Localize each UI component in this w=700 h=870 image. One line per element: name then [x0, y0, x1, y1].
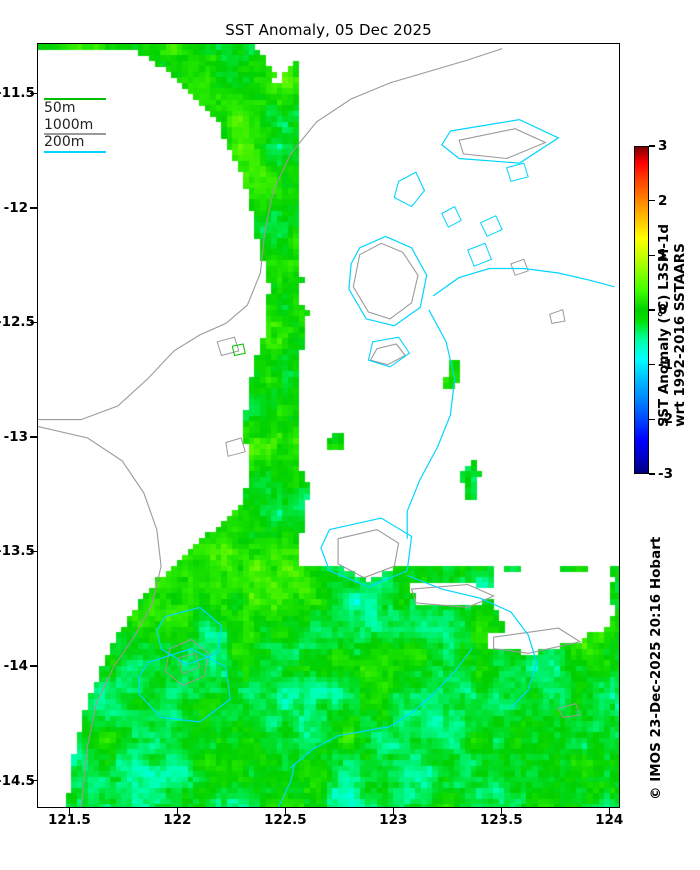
- colorbar-tick-label: -1: [658, 356, 673, 373]
- colorbar-gradient: [635, 147, 648, 473]
- colorbar-tick-label: 1: [658, 247, 668, 264]
- legend-line-1000m: [44, 133, 106, 135]
- legend-line-50m: [44, 98, 106, 100]
- colorbar-tick: [649, 473, 655, 475]
- legend-label-200m: 200m: [44, 134, 85, 150]
- y-tick-label: -14.5: [0, 772, 35, 789]
- y-tick: [30, 207, 37, 209]
- x-tick-label: 124: [595, 812, 624, 828]
- map-plot-area[interactable]: [37, 43, 620, 808]
- y-tick: [30, 779, 37, 782]
- y-tick-label: -12.5: [0, 314, 35, 331]
- colorbar-tick-label: -3: [658, 466, 673, 482]
- legend-line-200m: [44, 151, 106, 153]
- legend-label-1000m: 1000m: [44, 117, 94, 133]
- x-tick: [608, 808, 610, 815]
- x-tick: [68, 808, 71, 815]
- y-tick-label: -13.5: [0, 543, 35, 560]
- colorbar-tick: [649, 309, 655, 311]
- legend-label-50m: 50m: [44, 100, 76, 116]
- colorbar-tick-label: 0: [658, 302, 668, 318]
- x-tick-label: 123.5: [479, 812, 523, 828]
- y-tick-label: -11.5: [0, 85, 35, 102]
- x-tick: [284, 808, 286, 815]
- colorbar-label-line2: wrt 1992-2016 SSTAARS: [672, 243, 688, 427]
- sst-anomaly-raster: [38, 44, 619, 807]
- y-tick: [30, 665, 37, 667]
- legend-item-50m: 50m: [44, 98, 130, 117]
- y-tick-label: -12: [3, 199, 28, 216]
- legend-item-1000m: 1000m: [44, 117, 130, 134]
- y-tick-label: -13: [3, 428, 28, 445]
- x-tick-label: 123: [379, 812, 408, 828]
- y-tick: [30, 92, 37, 95]
- colorbar-tick: [649, 364, 655, 366]
- colorbar-tick-label: 2: [658, 192, 668, 209]
- colorbar-tick: [649, 145, 655, 147]
- colorbar-tick-label: 3: [658, 138, 668, 154]
- legend-item-200m: 200m: [44, 133, 130, 153]
- x-tick-label: 122.5: [263, 812, 307, 828]
- colorbar-tick: [649, 254, 655, 256]
- page-title: SST Anomaly, 05 Dec 2025: [225, 21, 432, 39]
- y-tick: [30, 550, 37, 553]
- colorbar-tick-label: -2: [658, 411, 673, 428]
- x-tick-label: 121.5: [48, 812, 91, 828]
- x-tick-label: 122: [163, 812, 192, 828]
- colorbar-tick: [649, 418, 655, 420]
- y-tick: [30, 321, 37, 324]
- x-tick: [500, 808, 502, 815]
- colorbar-tick: [649, 200, 655, 202]
- attribution-text: © IMOS 23-Dec-2025 20:16 Hobart: [648, 536, 664, 800]
- y-tick-label: -14: [3, 657, 28, 674]
- x-tick: [392, 808, 394, 815]
- y-tick: [30, 436, 37, 438]
- colorbar[interactable]: [634, 146, 649, 474]
- x-tick: [176, 808, 178, 815]
- bathymetry-legend: 50m 1000m 200m: [44, 98, 130, 153]
